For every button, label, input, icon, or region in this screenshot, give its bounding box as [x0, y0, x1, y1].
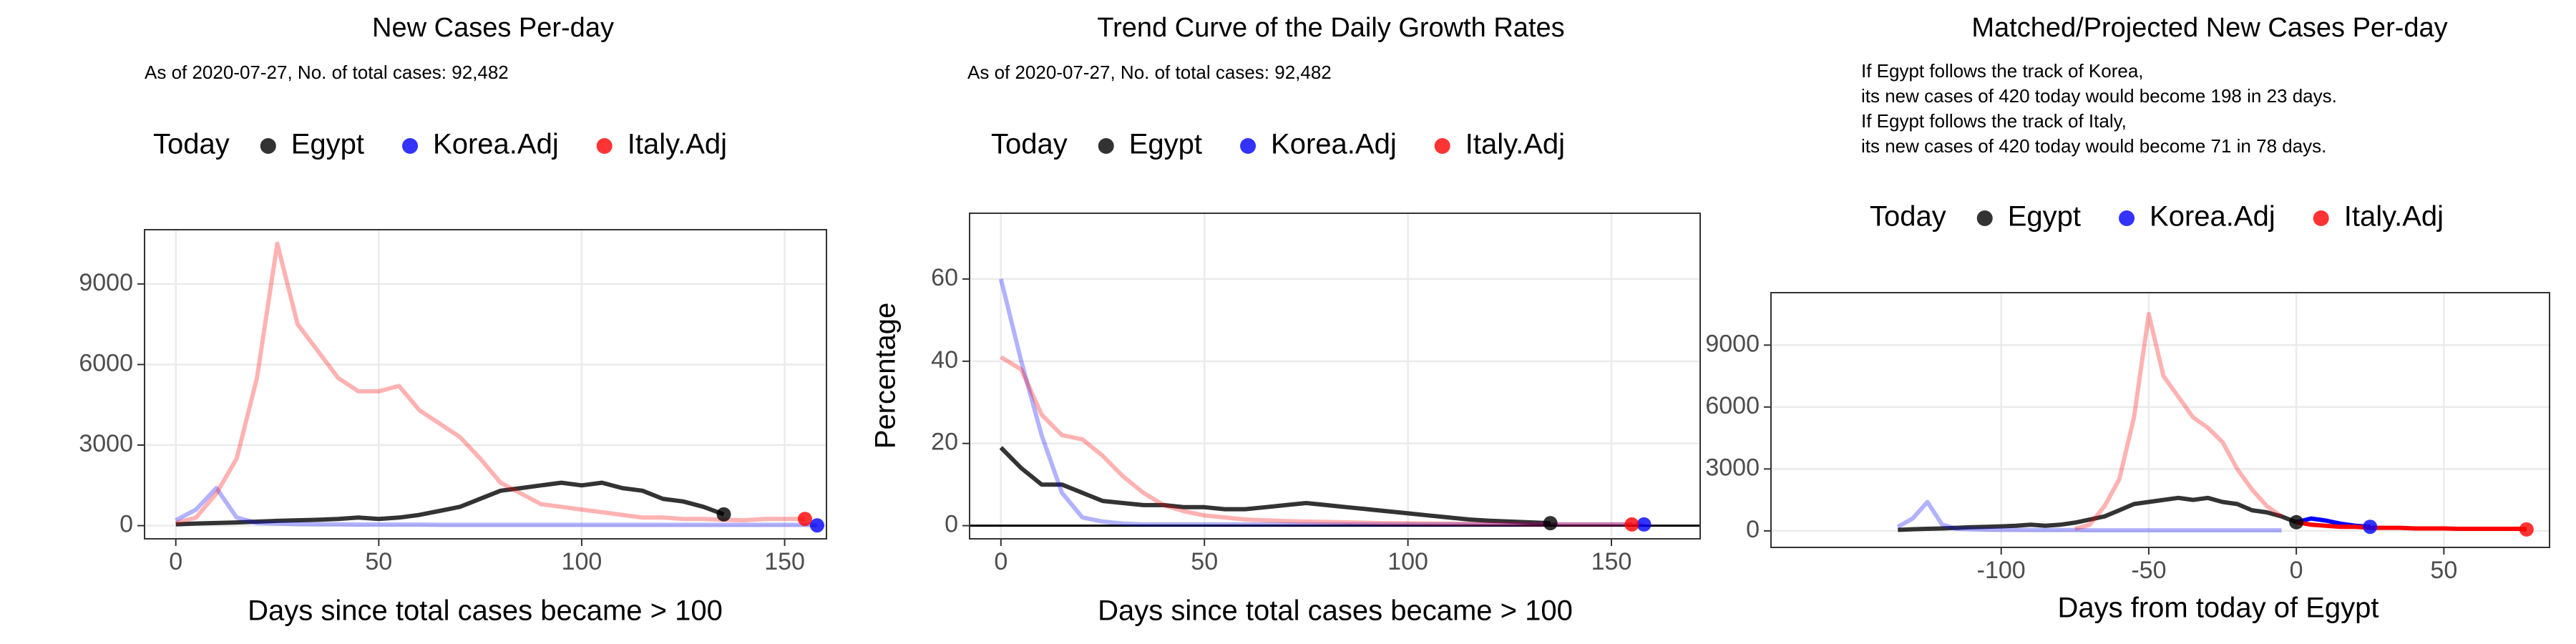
legend-key: [2119, 210, 2135, 226]
x-tick-label: 100: [562, 548, 602, 575]
today-point: [1636, 517, 1652, 532]
legend-title: Today: [153, 129, 230, 160]
y-tick-label: 9000: [1705, 330, 1760, 357]
y-tick-label: 3000: [79, 430, 133, 457]
x-tick-label: 0: [2290, 557, 2303, 584]
today-point: [2289, 514, 2304, 530]
plot-border: [1770, 292, 2550, 548]
x-tick-label: -50: [2131, 557, 2166, 584]
chart-title: Trend Curve of the Daily Growth Rates: [1097, 13, 1564, 43]
chart-title: New Cases Per-day: [372, 13, 614, 43]
x-tick-label: 150: [764, 548, 805, 575]
x-axis-title: Days since total cases became > 100: [248, 595, 723, 627]
subtitle: As of 2020-07-27, No. of total cases: 92…: [967, 62, 1332, 83]
y-tick-label: 40: [931, 346, 958, 374]
plot-border: [969, 213, 1701, 540]
legend-key: [2313, 210, 2329, 226]
today-point: [2519, 522, 2534, 537]
plot-border: [144, 229, 827, 540]
today-point: [809, 518, 824, 533]
legend-key: [1976, 210, 1993, 226]
legend-key: [1240, 138, 1257, 154]
annotation: its new cases of 420 today would become …: [1861, 135, 2326, 157]
series-line: [2296, 519, 2527, 532]
legend-label: Korea.Adj: [433, 129, 559, 160]
annotation: If Egypt follows the track of Italy,: [1861, 110, 2127, 132]
y-axis-title: Percentage: [870, 303, 902, 449]
legend-label: Italy.Adj: [1465, 129, 1565, 160]
plot-background: [1771, 293, 2550, 547]
y-tick-label: 0: [1746, 516, 1760, 543]
y-tick-label: 6000: [1705, 392, 1760, 419]
legend-title: Today: [991, 129, 1068, 160]
legend-label: Egypt: [2008, 201, 2081, 233]
x-tick-label: 50: [1191, 548, 1218, 575]
legend-key: [402, 138, 419, 154]
today-point: [716, 507, 731, 522]
today-point: [1624, 517, 1639, 532]
today-point: [797, 512, 812, 527]
x-tick-label: 50: [2430, 557, 2457, 584]
y-tick-label: 60: [931, 264, 958, 291]
y-tick-label: 3000: [1705, 454, 1760, 481]
series-line: [1896, 499, 2282, 533]
series-line: [2074, 312, 2283, 531]
series-line: [1000, 355, 1632, 527]
series-line: [175, 486, 818, 528]
x-tick-label: 150: [1591, 548, 1632, 575]
plot-background: [970, 213, 1700, 539]
legend-key: [1434, 138, 1450, 154]
series-line: [999, 446, 1551, 526]
x-tick-label: 100: [1387, 548, 1428, 575]
legend-key: [260, 138, 276, 154]
chart-title: Matched/Projected New Cases Per-day: [1971, 13, 2447, 43]
y-tick-label: 0: [119, 511, 133, 538]
series-line: [175, 241, 805, 525]
today-point: [1543, 516, 1558, 531]
series-line: [175, 480, 725, 527]
legend-label: Egypt: [291, 129, 364, 160]
legend-label: Italy.Adj: [2344, 201, 2444, 233]
y-tick-label: 0: [945, 511, 958, 538]
legend-title: Today: [1870, 201, 1946, 233]
plot-background: [145, 230, 826, 539]
series-line: [1898, 495, 2298, 532]
legend-label: Egypt: [1129, 129, 1202, 160]
x-axis-title: Days from today of Egypt: [2057, 592, 2379, 624]
annotation: If Egypt follows the track of Korea,: [1861, 60, 2144, 82]
legend-label: Italy.Adj: [628, 129, 727, 160]
x-tick-label: -100: [1977, 557, 2026, 584]
x-tick-label: 0: [169, 548, 182, 575]
today-point: [2363, 519, 2378, 535]
x-tick-label: 0: [994, 548, 1008, 575]
y-tick-label: 6000: [79, 349, 133, 376]
x-axis-title: Days since total cases became > 100: [1098, 595, 1573, 627]
y-tick-label: 20: [931, 429, 958, 456]
legend-label: Korea.Adj: [1271, 129, 1397, 160]
subtitle: As of 2020-07-27, No. of total cases: 92…: [145, 62, 509, 83]
legend-key: [1098, 138, 1114, 154]
annotation: its new cases of 420 today would become …: [1861, 85, 2337, 107]
y-tick-label: 9000: [79, 269, 133, 296]
x-tick-label: 50: [365, 548, 392, 575]
legend-key: [596, 138, 613, 154]
legend-label: Korea.Adj: [2150, 201, 2275, 233]
